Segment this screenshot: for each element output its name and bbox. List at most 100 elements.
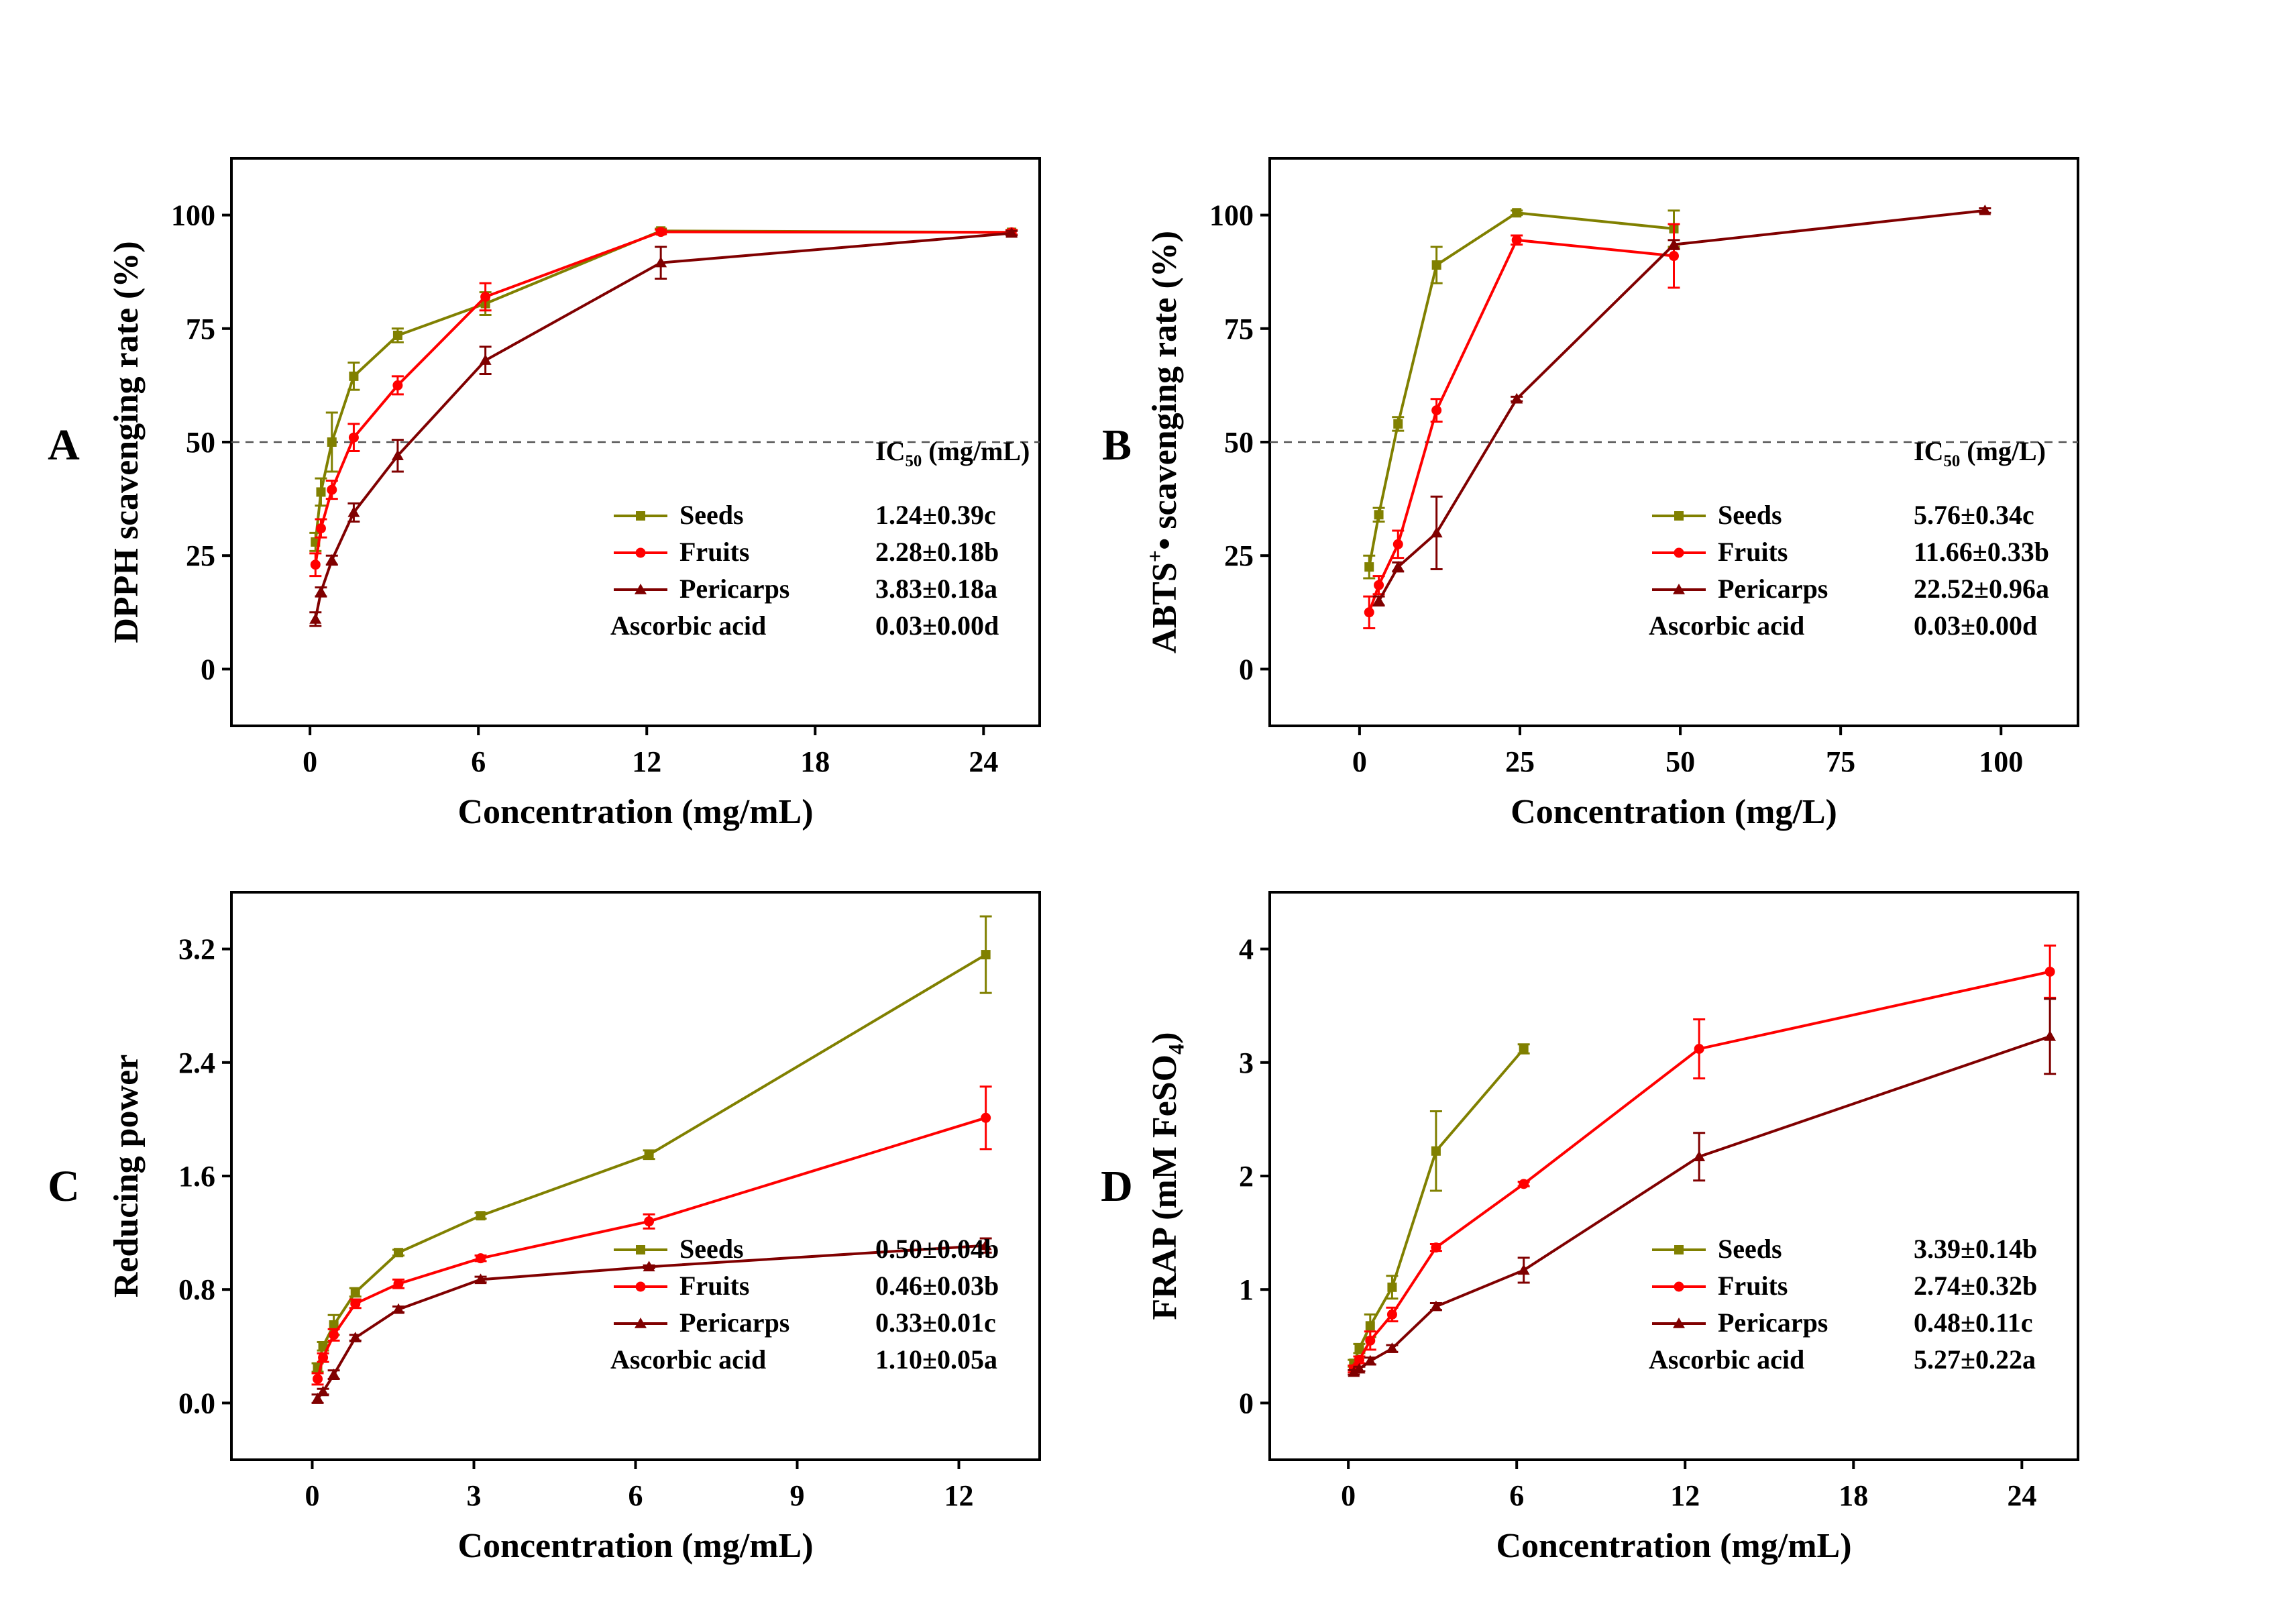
y-tick-label: 0 <box>1239 1387 1254 1420</box>
series-line <box>1377 209 1985 602</box>
legend-marker <box>1673 584 1685 594</box>
legend-value: 11.66±0.33b <box>1914 537 2049 567</box>
data-point <box>1430 527 1443 538</box>
series-pericarps <box>1348 998 2057 1377</box>
legend-value: 0.48±0.11c <box>1914 1307 2033 1338</box>
data-point <box>329 1320 339 1330</box>
data-point <box>1431 1242 1441 1253</box>
legend-value: 5.27±0.22a <box>1914 1344 2036 1375</box>
legend-marker <box>635 547 646 558</box>
legend-header-suffix: (mg/mL) <box>922 436 1030 466</box>
legend-value: 0.33±0.01c <box>875 1307 996 1338</box>
legend-header: IC50 (mg/L) <box>1914 436 2046 470</box>
legend-header-subscript: 50 <box>905 452 922 470</box>
data-point <box>309 612 322 624</box>
data-point <box>311 1393 324 1403</box>
series-line <box>1368 211 1674 568</box>
data-point <box>327 1369 340 1379</box>
legend: IC50 (mg/mL) Seeds 1.24±0.39c Fruits 2.28±0.… <box>610 436 1030 641</box>
x-tick-label: 3 <box>467 1479 482 1512</box>
data-point <box>1669 251 1679 262</box>
y-tick-label: 2.4 <box>178 1047 215 1079</box>
y-axis-label-superscript: + <box>1143 550 1167 562</box>
data-point <box>349 371 359 381</box>
legend-marker <box>1674 547 1684 558</box>
legend-name: Seeds <box>1718 1234 1782 1264</box>
legend-value: 5.76±0.34c <box>1914 500 2034 530</box>
x-tick-label: 6 <box>1509 1479 1524 1512</box>
x-tick-label: 0 <box>1352 745 1367 778</box>
data-point <box>655 256 667 268</box>
data-point <box>476 1253 486 1264</box>
y-tick-label: 100 <box>171 199 215 232</box>
data-point <box>329 1330 339 1340</box>
data-point <box>392 380 403 390</box>
data-point <box>1364 607 1374 618</box>
data-point <box>1392 561 1405 572</box>
data-point <box>1511 392 1523 404</box>
legend-marker <box>1674 1245 1684 1254</box>
data-point <box>479 354 492 365</box>
panel-label: D <box>1101 1162 1133 1211</box>
data-point <box>393 1279 404 1289</box>
data-point <box>347 506 360 517</box>
data-point <box>644 1150 654 1160</box>
data-point <box>476 1211 486 1221</box>
legend-value: 3.83±0.18a <box>875 574 997 604</box>
legend-name: Fruits <box>679 1271 749 1301</box>
x-tick-label: 75 <box>1826 745 1855 778</box>
panel-label: B <box>1102 421 1132 470</box>
x-axis-label: Concentration (mg/L) <box>1511 793 1837 831</box>
data-point <box>1694 1043 1704 1054</box>
series-pericarps <box>309 227 1018 627</box>
legend: Seeds 3.39±0.14b Fruits 2.74±0.32b Pericarps… <box>1649 1234 2037 1375</box>
y-tick-label: 75 <box>186 313 215 345</box>
data-point <box>315 586 327 597</box>
x-tick-label: 12 <box>944 1479 974 1512</box>
x-axis-label: Concentration (mg/mL) <box>457 793 813 831</box>
legend-value: 2.28±0.18b <box>875 537 999 567</box>
legend-name: Seeds <box>679 1234 744 1264</box>
data-point <box>318 1352 329 1363</box>
legend-name: Seeds <box>1718 500 1782 530</box>
data-point <box>1386 1342 1399 1353</box>
data-point <box>317 1385 329 1397</box>
panel-c: 0 3 6 9 12 0.0 0.8 1.6 2.4 3.2 Concentration (mg/m… <box>48 891 1041 1565</box>
y-tick-label: 2 <box>1239 1160 1254 1193</box>
x-tick-label: 6 <box>471 745 486 778</box>
x-axis-label: Concentration (mg/mL) <box>457 1527 813 1565</box>
x-tick-label: 25 <box>1505 745 1535 778</box>
y-axis-label-subscript: 4 <box>1164 1044 1188 1055</box>
x-tick-label: 0 <box>1341 1479 1356 1512</box>
y-tick-label: 3 <box>1239 1047 1254 1079</box>
legend-name: Ascorbic acid <box>1649 1344 1804 1375</box>
data-point <box>1354 1354 1364 1365</box>
legend-marker <box>635 1318 647 1328</box>
data-point <box>392 1303 405 1314</box>
data-point <box>1431 405 1442 416</box>
legend-value: 0.03±0.00d <box>1914 610 2037 641</box>
panel-label: C <box>48 1162 80 1211</box>
series-pericarps <box>311 1237 992 1404</box>
x-tick-label: 100 <box>1979 745 2023 778</box>
data-point <box>349 1332 362 1342</box>
panel-b: 0 25 50 75 100 0 25 50 75 100 Concentration (mg/L)… <box>1102 157 2079 831</box>
y-tick-label: 75 <box>1224 313 1254 345</box>
legend-marker <box>636 1245 645 1254</box>
y-tick-label: 1.6 <box>178 1160 215 1193</box>
y-tick-label: 100 <box>1209 199 1254 232</box>
legend-header-prefix: IC <box>875 436 905 466</box>
series-fruits <box>309 227 1018 578</box>
legend-name: Pericarps <box>1718 574 1828 604</box>
series-pericarps <box>1372 204 1991 607</box>
data-point <box>1353 1362 1366 1374</box>
data-point <box>316 487 326 497</box>
data-point <box>325 553 338 565</box>
data-point <box>1519 1044 1529 1054</box>
series-line <box>314 229 1012 543</box>
legend-header-suffix: (mg/L) <box>1960 436 2046 466</box>
data-point <box>2044 966 2055 977</box>
data-point <box>1393 419 1403 429</box>
data-point <box>1354 1344 1364 1354</box>
